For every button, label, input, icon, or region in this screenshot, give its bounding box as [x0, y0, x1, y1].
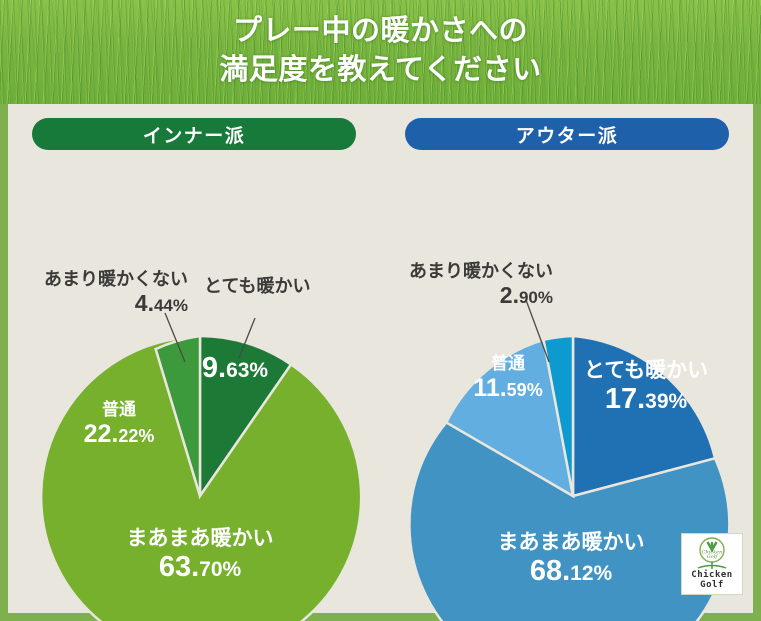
chicken-foot-icon [706, 541, 718, 553]
page-title-line-1: プレー中の暖かさへの [232, 15, 528, 47]
logo-script-golf: Golf [707, 554, 719, 560]
category-badge-outer: アウター派 [405, 118, 729, 150]
golf-tee-icon: Chicken Golf [697, 537, 727, 569]
logo-wordmark: Chicken Golf [691, 570, 733, 591]
logo-wordmark-line-1: Chicken [691, 570, 733, 580]
pie-chart-inner [39, 334, 363, 621]
callout-not-warm-inner: あまり暖かくない 4.44% [8, 269, 188, 317]
callout-very-warm-inner: とても暖かい [204, 276, 311, 297]
pie-slice-somewhat-warm [39, 336, 363, 621]
page-title: プレー中の暖かさへの 満足度を教えてください [0, 12, 761, 89]
callout-not-warm-inner-name: あまり暖かくない [44, 269, 188, 289]
page-title-line-2: 満足度を教えてください [219, 53, 542, 86]
logo-script-chicken: Chicken [702, 550, 723, 556]
category-badge-outer-label: アウター派 [515, 125, 619, 147]
pie-chart-outer [408, 334, 731, 621]
callout-not-warm-outer-value: 2.90% [499, 282, 553, 309]
logo-wordmark-line-2: Golf [700, 579, 724, 590]
category-badge-inner: インナー派 [32, 118, 356, 150]
chart-inner-group: インナー派 あまり暖かくない 4.44% [8, 104, 380, 621]
brand-logo: Chicken Golf Chicken Golf [681, 533, 743, 595]
ground-line-icon [697, 564, 727, 569]
callout-not-warm-inner-value: 4.44% [134, 290, 188, 317]
callout-not-warm-outer: あまり暖かくない 2.90% [381, 261, 553, 309]
category-badge-inner-label: インナー派 [142, 125, 246, 147]
callout-very-warm-inner-name: とても暖かい [204, 276, 311, 296]
content-panel: インナー派 あまり暖かくない 4.44% [8, 104, 753, 621]
header-banner: プレー中の暖かさへの 満足度を教えてください [0, 0, 761, 104]
callout-not-warm-outer-name: あまり暖かくない [409, 261, 553, 281]
pie-slice-very-warm [571, 334, 717, 498]
